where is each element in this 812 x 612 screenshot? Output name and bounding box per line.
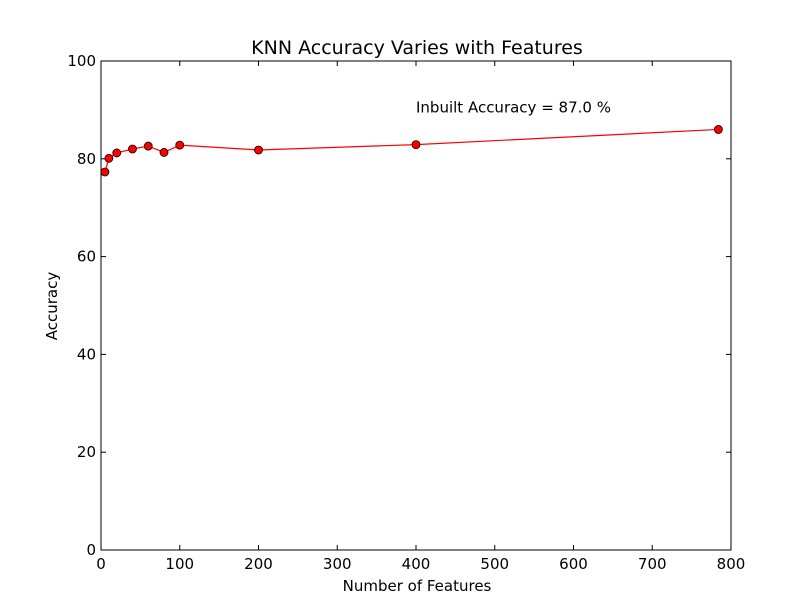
x-tick-label: 500 bbox=[480, 555, 509, 573]
series-line bbox=[104, 128, 719, 173]
y-axis-label: Accuracy bbox=[43, 272, 61, 341]
data-point bbox=[714, 125, 723, 134]
y-tick-label: 100 bbox=[67, 52, 96, 70]
y-tick-label: 80 bbox=[77, 150, 96, 168]
y-tick-label: 20 bbox=[77, 443, 96, 461]
annotation-layer: Inbuilt Accuracy = 87.0 % bbox=[416, 98, 611, 116]
data-point bbox=[175, 140, 185, 150]
y-tick-label: 40 bbox=[77, 345, 96, 363]
data-point bbox=[100, 167, 110, 177]
y-tick-label: 0 bbox=[86, 541, 96, 559]
x-axis-label: Number of Features bbox=[343, 577, 492, 595]
annotation-text: Inbuilt Accuracy = 87.0 % bbox=[416, 98, 611, 116]
y-axis: 0 20 40 60 80 100 bbox=[67, 52, 731, 559]
x-tick-label: 100 bbox=[165, 555, 194, 573]
x-tick-label: 0 bbox=[96, 555, 106, 573]
data-point bbox=[128, 144, 137, 154]
data-point bbox=[254, 145, 263, 155]
data-point bbox=[112, 148, 122, 158]
series-layer bbox=[100, 125, 723, 177]
x-axis: 0 100 200 300 400 500 600 700 800 bbox=[96, 61, 745, 573]
data-point bbox=[411, 140, 421, 150]
x-tick-label: 700 bbox=[638, 555, 667, 573]
chart-title: KNN Accuracy Varies with Features bbox=[251, 37, 583, 59]
plot-frame bbox=[100, 60, 732, 551]
data-point bbox=[143, 141, 153, 151]
x-tick-label: 800 bbox=[717, 555, 746, 573]
x-tick-label: 400 bbox=[402, 555, 431, 573]
x-tick-label: 600 bbox=[559, 555, 588, 573]
x-tick-label: 200 bbox=[244, 555, 273, 573]
y-tick-label: 60 bbox=[77, 248, 96, 266]
x-tick-label: 300 bbox=[323, 555, 352, 573]
data-point bbox=[104, 153, 114, 163]
data-point bbox=[159, 148, 169, 157]
